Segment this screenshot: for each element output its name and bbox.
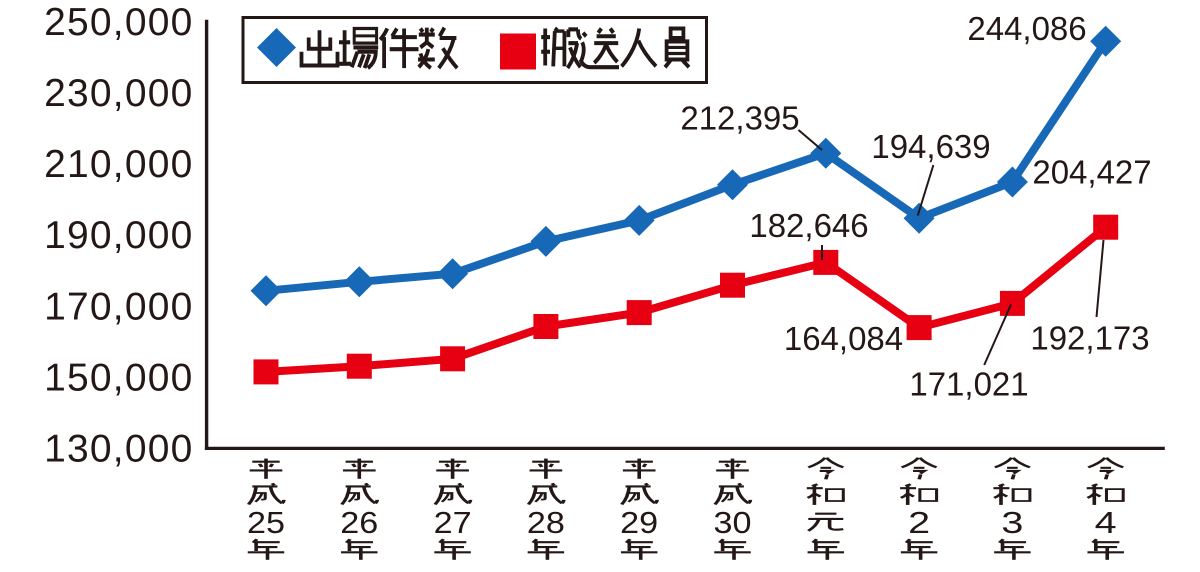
svg-text:230,000: 230,000 xyxy=(44,72,193,115)
svg-text:210,000: 210,000 xyxy=(44,143,193,186)
svg-text:28: 28 xyxy=(527,505,565,540)
svg-text:250,000: 250,000 xyxy=(44,1,193,44)
svg-text:27: 27 xyxy=(434,505,472,540)
svg-text:26: 26 xyxy=(340,505,378,540)
svg-text:25: 25 xyxy=(247,505,285,540)
svg-text:29: 29 xyxy=(620,505,658,540)
svg-text:204,427: 204,427 xyxy=(1032,153,1151,190)
svg-text:194,639: 194,639 xyxy=(871,128,990,165)
svg-text:190,000: 190,000 xyxy=(44,214,193,257)
svg-text:212,395: 212,395 xyxy=(680,99,799,136)
svg-text:192,173: 192,173 xyxy=(1030,319,1149,356)
svg-text:171,021: 171,021 xyxy=(909,366,1028,403)
svg-text:30: 30 xyxy=(714,505,752,540)
svg-text:170,000: 170,000 xyxy=(44,285,193,328)
svg-text:150,000: 150,000 xyxy=(44,356,193,399)
svg-text:182,646: 182,646 xyxy=(749,207,868,244)
svg-text:2: 2 xyxy=(908,505,930,540)
svg-text:130,000: 130,000 xyxy=(44,428,193,471)
svg-text:3: 3 xyxy=(1001,505,1023,540)
svg-text:4: 4 xyxy=(1095,505,1117,540)
svg-text:164,084: 164,084 xyxy=(784,320,903,357)
svg-text:244,086: 244,086 xyxy=(967,10,1086,47)
